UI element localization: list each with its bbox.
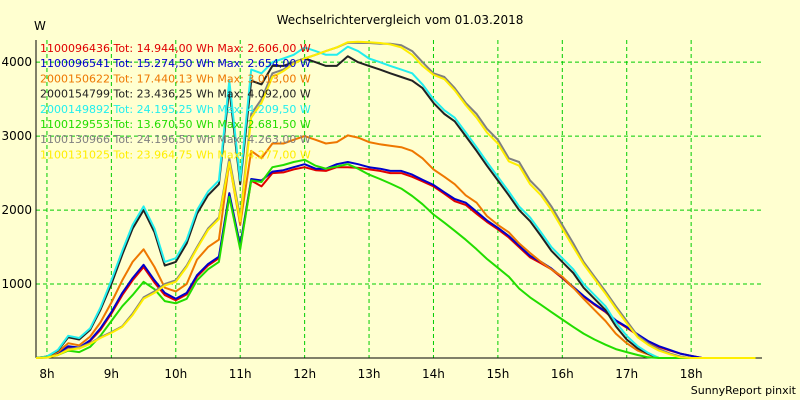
- legend-entry: 1100130966 Tot: 24.196,50 Wh Max: 4.263,…: [40, 133, 311, 146]
- x-tick-label: 15h: [486, 367, 509, 381]
- y-axis-label: W: [34, 19, 46, 33]
- legend-entry: 2000154799 Tot: 23.436,25 Wh Max: 4.092,…: [40, 88, 311, 101]
- legend-entry: 2000150622 Tot: 17.440,13 Wh Max: 3.013,…: [40, 72, 311, 85]
- x-tick-label: 12h: [293, 367, 316, 381]
- series-line: [35, 55, 756, 359]
- y-tick-label: 3000: [1, 129, 32, 143]
- x-tick-label: 16h: [551, 367, 574, 381]
- x-tick-label: 11h: [229, 367, 252, 381]
- y-tick-label: 4000: [1, 55, 32, 69]
- series-line: [35, 134, 756, 359]
- x-tick-label: 8h: [39, 367, 54, 381]
- legend-entry: 1100096436 Tot: 14.944,00 Wh Max: 2.606,…: [40, 42, 311, 55]
- y-tick-label: 2000: [1, 203, 32, 217]
- chart-title: Wechselrichtervergleich vom 01.03.2018: [277, 13, 524, 27]
- axes: 1000 2000 3000 4000 8h 9h 10h 11h 12h 13h 14h 15h 16…: [1, 40, 762, 381]
- x-tick-label: 10h: [164, 367, 187, 381]
- x-tick-label: 9h: [104, 367, 119, 381]
- x-tick-label: 13h: [358, 367, 381, 381]
- legend-entry: 1100131025 Tot: 23.964,75 Wh Max: 4.277,…: [40, 148, 311, 161]
- y-tick-label: 1000: [1, 277, 32, 291]
- legend-entry: 1100096541 Tot: 15.274,50 Wh Max: 2.654,…: [40, 57, 311, 70]
- x-tick-label: 18h: [680, 367, 703, 381]
- legend: 1100096436 Tot: 14.944,00 Wh Max: 2.606,…: [40, 42, 311, 161]
- series-line: [35, 45, 756, 359]
- legend-entry: 1100129553 Tot: 13.670,50 Wh Max: 2.681,…: [40, 118, 311, 131]
- legend-entry: 2000149892 Tot: 24.195,25 Wh Max: 4.209,…: [40, 103, 311, 116]
- series-group: [35, 40, 756, 359]
- x-tick-label: 17h: [615, 367, 638, 381]
- x-tick-label: 14h: [422, 367, 445, 381]
- footer-credit: SunnyReport pinxit: [691, 384, 797, 397]
- series-line: [35, 40, 756, 359]
